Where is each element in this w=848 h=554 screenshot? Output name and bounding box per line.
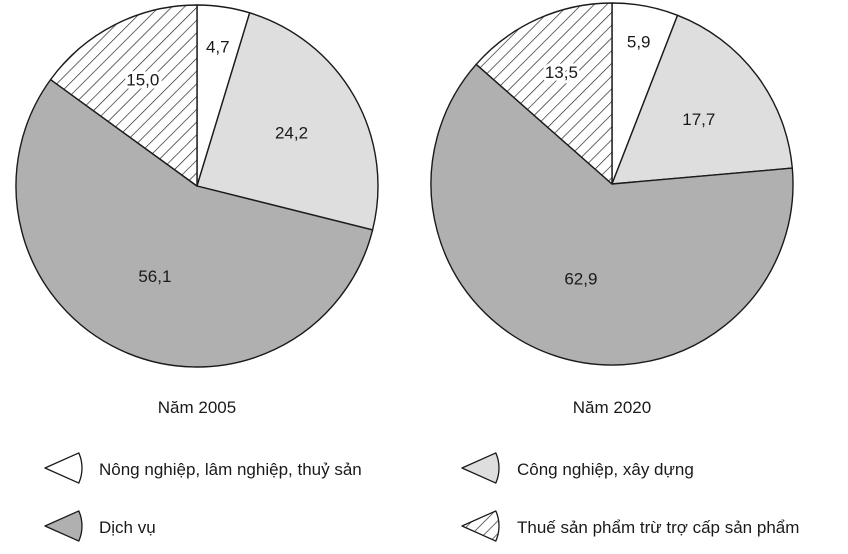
data-label-2005-taxes: 15,0	[126, 71, 159, 90]
legend-item-services: Dịch vụ	[44, 510, 156, 542]
pie-slice-2005-industry	[196, 12, 379, 231]
pie-slice-2020-taxes	[475, 2, 613, 185]
pie-slice-2020-industry	[611, 14, 793, 185]
data-label-2020-taxes: 13,5	[545, 63, 578, 82]
pie-title-2005: Năm 2005	[158, 398, 236, 417]
legend-item-agriculture: Nông nghiệp, lâm nghiệp, thuỷ sản	[44, 452, 362, 484]
legend-label-services: Dịch vụ	[99, 518, 156, 537]
pie-chart-2005: 4,724,256,115,015,0	[15, 4, 379, 368]
pie-title-2020: Năm 2020	[573, 398, 651, 417]
data-label-2005-industry: 24,2	[275, 124, 308, 143]
legend-label-industry: Công nghiệp, xây dựng	[517, 460, 694, 479]
pie-slice-2005-taxes	[49, 4, 198, 187]
legend-swatch-services	[44, 510, 83, 542]
data-label-2005-services: 56,1	[138, 267, 171, 286]
legend: Nông nghiệp, lâm nghiệp, thuỷ sản Công n…	[44, 452, 799, 542]
data-label-2020-agriculture: 5,9	[627, 33, 651, 52]
data-label-2005-agriculture: 4,7	[206, 37, 230, 56]
pie-slice-2005-services	[15, 78, 374, 368]
legend-item-industry: Công nghiệp, xây dựng	[461, 452, 694, 484]
data-label-2020-services: 62,9	[564, 270, 597, 289]
data-label-halo-2020-taxes: 13,5	[545, 63, 578, 82]
legend-swatch-industry	[461, 452, 500, 484]
pie-chart-2020: 5,917,762,913,513,5	[430, 2, 794, 366]
legend-swatch-agriculture	[44, 452, 83, 484]
legend-label-taxes: Thuế sản phẩm trừ trợ cấp sản phẩm	[517, 518, 799, 537]
pie-slice-2020-services	[430, 63, 794, 366]
legend-swatch-taxes	[461, 510, 500, 542]
legend-label-agriculture: Nông nghiệp, lâm nghiệp, thuỷ sản	[99, 460, 362, 479]
legend-item-taxes: Thuế sản phẩm trừ trợ cấp sản phẩm	[461, 510, 799, 542]
data-label-2020-industry: 17,7	[682, 110, 715, 129]
data-label-halo-2005-taxes: 15,0	[126, 71, 159, 90]
